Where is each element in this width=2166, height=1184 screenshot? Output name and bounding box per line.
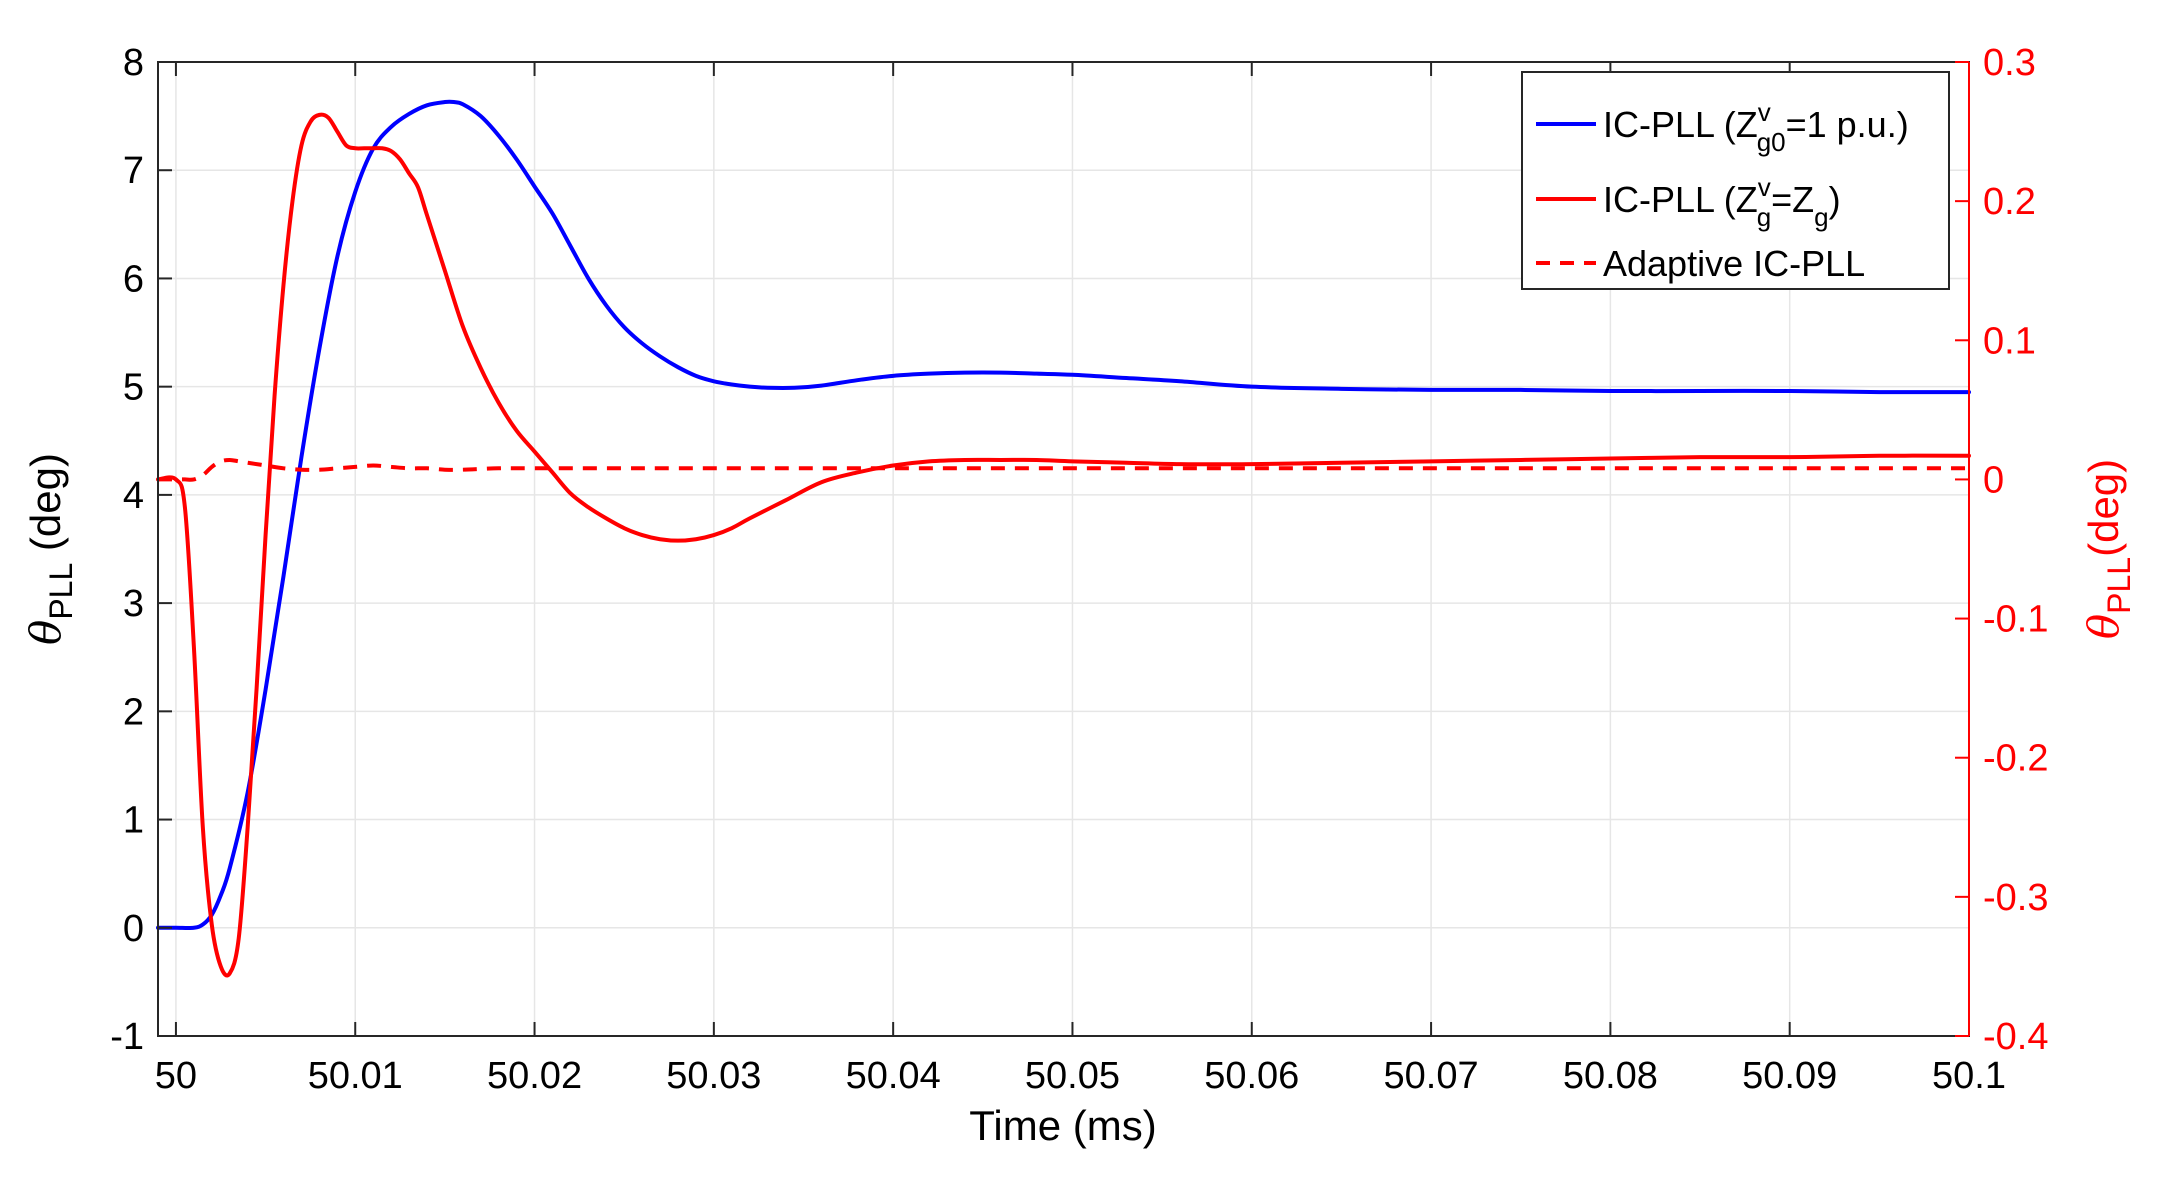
legend-item-dashed: Adaptive IC-PLL [1603,243,1865,284]
y-left-tick-label: 4 [123,475,144,517]
x-tick-label: 50.04 [846,1055,941,1097]
x-tick-label: 50.1 [1932,1055,2006,1097]
x-tick-label: 50 [155,1055,197,1097]
legend-item-blue: IC-PLL (Zv g0=1 p.u.) [1603,97,1909,157]
y-right-tick-label: -0.1 [1983,599,2048,641]
series-line-ic-pll-zg [156,112,1971,978]
y-left-tick-label: 8 [123,42,144,84]
y-right-tick-label: 0.1 [1983,320,2036,362]
y-left-tick-label: 0 [123,908,144,950]
svg-text:θPLL(deg): θPLL(deg) [2079,459,2137,639]
y-right-tick-label: -0.4 [1983,1016,2048,1058]
y-left-tick-label: 6 [123,258,144,300]
y-right-tick-label: 0 [1983,459,2004,501]
y-right-title-symbol: θ [2079,614,2128,639]
legend-blue-sup: v [1758,97,1771,127]
ticks: 50 50.01 50.02 50.03 50.04 50.05 50.06 50.07 50.… [110,42,2048,1097]
legend-blue-sub: g0 [1757,127,1786,157]
y-right-tick-label: 0.2 [1983,181,2036,223]
y-right-title-subscript: PLL [2101,557,2137,614]
x-tick-label: 50.06 [1204,1055,1299,1097]
legend: IC-PLL (Zv g0=1 p.u.) IC-PLL (Zv g=Zg) Ada… [1521,71,1950,290]
svg-text:θPLL (deg): θPLL (deg) [21,453,79,645]
y-left-tick-label: 7 [123,150,144,192]
y-left-tick-label: 5 [123,367,144,409]
y-right-tick-label: -0.2 [1983,738,2048,780]
x-tick-label: 50.03 [666,1055,761,1097]
y-right-tick-label: 0.3 [1983,42,2036,84]
x-tick-label: 50.07 [1384,1055,1479,1097]
legend-item-red: IC-PLL (Zv g=Zg) [1603,172,1841,232]
legend-blue-suffix: =1 p.u.) [1786,104,1909,145]
y-left-tick-label: 1 [123,800,144,842]
legend-blue-prefix: IC-PLL (Z [1603,104,1758,145]
x-tick-label: 50.02 [487,1055,582,1097]
x-tick-label: 50.05 [1025,1055,1120,1097]
y-right-title-unit: (deg) [2080,459,2127,557]
y-left-title-unit: (deg) [22,453,69,563]
y-left-tick-label: -1 [110,1016,144,1058]
y-left-tick-label: 2 [123,691,144,733]
y-left-title-subscript: PLL [43,563,79,620]
legend-red-prefix: IC-PLL (Z [1603,179,1758,220]
legend-red-sup: v [1758,172,1771,202]
legend-red-sub2: g [1814,202,1828,232]
y-axis-left-title: θPLL (deg) [21,453,79,645]
series-line-ic-pll-zg0 [156,99,1971,931]
legend-red-suffix: ) [1829,179,1841,220]
y-right-tick-label: -0.3 [1983,877,2048,919]
y-left-title-symbol: θ [21,620,70,645]
legend-red-mid: =Z [1771,179,1814,220]
legend-red-sub: g [1757,202,1771,232]
legend-dashed-label: Adaptive IC-PLL [1603,243,1865,284]
x-tick-label: 50.01 [308,1055,403,1097]
y-left-tick-label: 3 [123,583,144,625]
x-axis-title: Time (ms) [969,1102,1156,1149]
x-tick-label: 50.09 [1742,1055,1837,1097]
series-group [156,99,1971,978]
y-axis-right-title: θPLL(deg) [2079,459,2137,639]
x-tick-label: 50.08 [1563,1055,1658,1097]
legend-box [1521,71,1950,290]
